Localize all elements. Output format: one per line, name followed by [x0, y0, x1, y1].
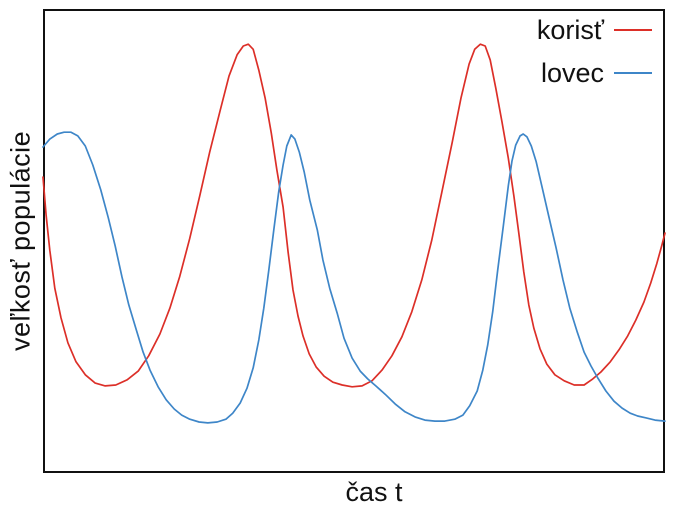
legend-row-predator: lovec [541, 58, 652, 88]
y-axis-label: veľkosť populácie [5, 130, 36, 351]
x-axis-label: čas t [345, 477, 403, 507]
predator-curve [42, 131, 666, 424]
prey-curve [42, 43, 666, 388]
plot-frame [43, 9, 665, 473]
legend-line-predator [614, 72, 652, 74]
legend-line-prey [614, 29, 652, 31]
legend: korisť lovec [537, 15, 652, 88]
legend-row-prey: korisť [537, 15, 652, 45]
legend-label-prey: korisť [536, 15, 604, 45]
legend-label-predator: lovec [540, 58, 604, 88]
